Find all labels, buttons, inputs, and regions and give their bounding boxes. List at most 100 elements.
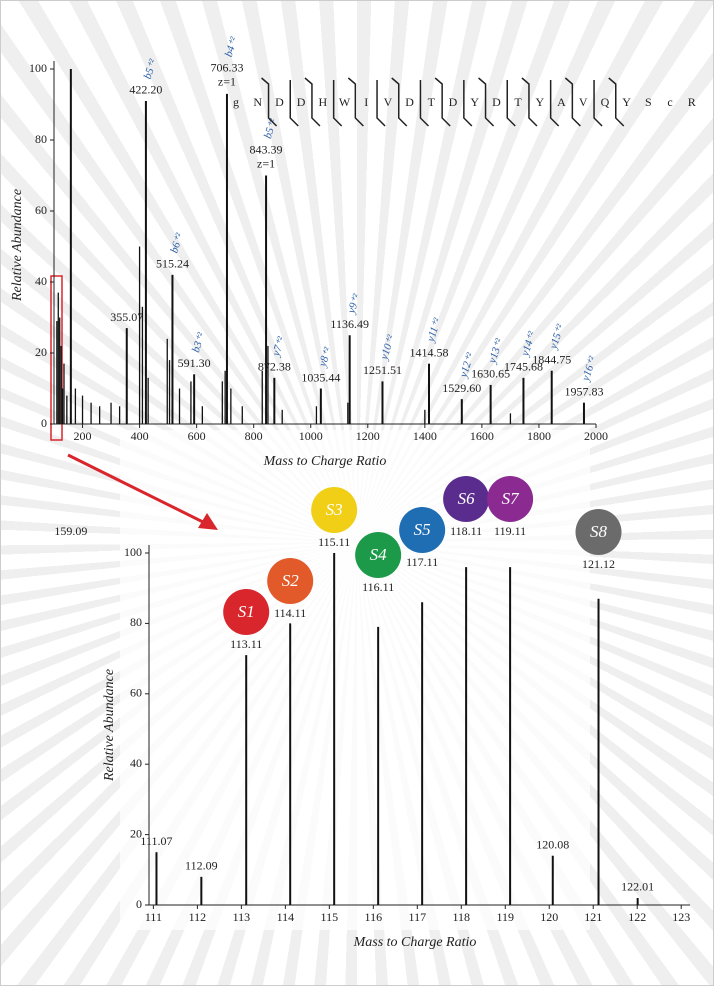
x-tick-label: 120 [540,910,558,924]
peak-label: 111.07 [140,834,172,848]
y-tick-label: 0 [136,897,142,911]
fragment-bracket [521,77,538,127]
zoom-arrow [67,453,206,525]
fragment-bracket [564,77,581,127]
peak-label: 422.20 [129,83,162,97]
reporter-badge [399,507,446,553]
residue: Q [601,95,610,109]
residue: g [233,95,239,109]
y-tick-label: 80 [35,132,47,146]
reporter-label: S3 [326,500,343,519]
y-tick-label: 20 [130,826,142,840]
y-tick-label: 60 [35,203,47,217]
arrow-head [198,513,218,530]
fragment-bracket [347,77,364,127]
peak-label: 115.11 [318,535,350,549]
fragment-bracket [506,80,516,127]
x-tick-label: 1800 [527,429,551,443]
residue: T [514,95,522,109]
peak-label: 1035.44 [301,370,340,384]
peak-label: 120.08 [536,837,569,851]
residue: D [449,95,458,109]
peak-label: 872.38 [258,360,291,374]
fragment-bracket [376,80,386,127]
peak-label: 117.11 [406,555,438,569]
fragment-bracket [463,80,473,127]
peak-label: 1957.83 [564,384,603,398]
x-tick-label: 1000 [299,429,323,443]
fragment-bracket [261,77,278,127]
x-tick-label: 112 [189,910,207,924]
peak-label: 116.11 [362,580,394,594]
y-axis-title: Relative Abundance [10,189,25,302]
residue: D [275,95,284,109]
fragment-bracket [549,80,560,127]
x-tick-label: 118 [453,910,471,924]
reporter-label: S5 [414,520,431,539]
peak-label: 159.09 [54,524,87,538]
x-tick-label: 116 [365,910,383,924]
fragment-bracket [593,80,603,127]
x-tick-label: 115 [321,910,339,924]
charge-label: z=1 [218,75,236,89]
residue: D [492,95,501,109]
residue: D [297,95,306,109]
residue: D [405,95,414,109]
x-tick-label: 113 [233,910,251,924]
x-axis-title: Mass to Charge Ratio [353,935,477,950]
peak-label: 843.39 [250,142,283,156]
y-tick-label: 40 [130,756,142,770]
peak-label: 122.01 [621,880,654,894]
residue: W [339,95,351,109]
peak-label: 113.11 [230,637,262,651]
reporter-label: S1 [238,602,255,621]
peak-label: 114.11 [274,606,306,620]
peak-label: 515.24 [156,257,189,271]
reporter-badge [487,476,534,522]
x-tick-label: 121 [584,910,602,924]
x-axis-title: Mass to Charge Ratio [263,454,387,469]
residue: H [318,95,327,109]
x-tick-label: 1400 [413,429,437,443]
peak-label: 1745.68 [504,360,543,374]
x-tick-label: 200 [74,429,92,443]
residue: T [428,95,436,109]
fragment-bracket [332,80,343,127]
residue: A [557,95,566,109]
y-tick-label: 100 [29,61,47,75]
fragment-bracket [434,77,451,127]
y-tick-label: 40 [35,274,47,288]
x-tick-label: 117 [409,910,427,924]
peak-label: 1136.49 [330,317,369,331]
reporter-badge [267,558,314,604]
residue: Y [622,95,631,109]
x-tick-label: 2000 [584,429,608,443]
reporter-badge [223,589,270,635]
fragment-bracket [304,77,321,127]
peak-label: 1844.75 [532,353,571,367]
y-axis-title: Relative Abundance [102,669,117,782]
x-tick-label: 111 [145,910,162,924]
y-tick-label: 0 [41,416,47,430]
peak-label: 355.07 [110,310,143,324]
peak-label: 121.12 [582,557,615,571]
residue: V [579,95,588,109]
reporter-label: S8 [590,522,608,541]
reporter-badge [355,532,402,578]
zoom-box [50,275,63,441]
residue: R [688,95,696,109]
peak-label: 1529.60 [442,381,481,395]
y-tick-label: 60 [130,686,142,700]
residue: S [645,95,652,109]
residue: I [364,95,368,109]
x-tick-label: 122 [628,910,646,924]
reporter-badge [311,487,358,533]
fragment-bracket [391,77,408,127]
peak-label: 118.11 [450,524,482,538]
residue: V [384,95,393,109]
peak-label: 706.33 [210,61,243,75]
residue: N [253,95,262,109]
reporter-badge [575,509,622,555]
x-tick-label: 1600 [470,429,494,443]
